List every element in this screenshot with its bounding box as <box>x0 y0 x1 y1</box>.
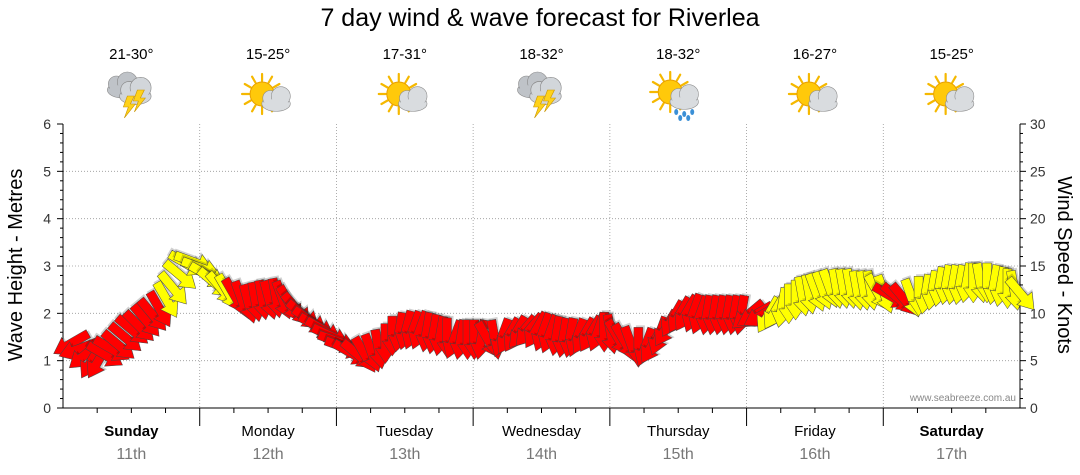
temperature-range: 16-27° <box>793 46 837 63</box>
storm-cloud-icon <box>517 71 562 119</box>
temperature-range: 17-31° <box>383 46 427 63</box>
partly-cloudy-icon <box>377 72 428 116</box>
rain-drop <box>690 109 695 115</box>
temperature-range: 15-25° <box>246 46 290 63</box>
right-tick-label: 25 <box>1030 163 1046 179</box>
cloud-shape <box>808 86 838 112</box>
day-name: Friday <box>794 423 836 440</box>
day-name: Saturday <box>920 423 985 440</box>
right-tick-label: 15 <box>1030 258 1046 274</box>
left-tick-label: 6 <box>43 116 51 132</box>
rain-drop <box>686 115 691 121</box>
lightning-bolt <box>122 95 136 119</box>
cloud-shape <box>398 86 428 112</box>
rain-drop <box>674 109 679 115</box>
day-name: Wednesday <box>502 423 581 440</box>
day-name: Thursday <box>647 423 710 440</box>
lightning-bolt <box>533 95 547 119</box>
temperature-range: 21-30° <box>109 46 153 63</box>
temperature-range: 15-25° <box>929 46 973 63</box>
storm-cloud-icon <box>107 71 152 119</box>
credit-text: www.seabreeze.com.au <box>909 393 1016 404</box>
right-tick-label: 30 <box>1030 116 1046 132</box>
day-name: Tuesday <box>376 423 433 440</box>
day-labels: Sunday 11th Monday 12th Tuesday 13th Wednesday… <box>104 423 984 463</box>
wind-arrows <box>53 247 1035 379</box>
cloud-shape <box>669 84 699 110</box>
temperature-range: 18-32° <box>656 46 700 63</box>
wind-arrow-body <box>1004 275 1035 311</box>
day-date: 13th <box>389 446 420 463</box>
rain-drop <box>682 111 687 117</box>
right-axis-label: Wind Speed - Knots <box>1053 176 1075 354</box>
day-date: 12th <box>253 446 284 463</box>
day-name: Sunday <box>104 423 159 440</box>
cloud-shape <box>261 86 291 112</box>
partly-cloudy-icon <box>240 72 291 116</box>
chart-title: 7 day wind & wave forecast for Riverlea <box>320 4 760 32</box>
grid-lines <box>63 124 1020 408</box>
left-tick-label: 2 <box>43 305 51 321</box>
day-date: 14th <box>526 446 557 463</box>
cloud-shape <box>945 86 975 112</box>
day-date: 17th <box>936 446 967 463</box>
right-tick-label: 5 <box>1030 353 1038 369</box>
weather-row: 21-30° 15-25° 17-31° 18-32° 18-32° 16-27° 15-2… <box>107 46 975 121</box>
left-tick-label: 4 <box>43 211 51 227</box>
left-tick-label: 5 <box>43 163 51 179</box>
left-tick-label: 3 <box>43 258 51 274</box>
day-name: Monday <box>241 423 295 440</box>
left-tick-label: 0 <box>43 400 51 416</box>
wind-arrow <box>1004 273 1035 311</box>
left-axis-label: Wave Height - Metres <box>5 169 27 362</box>
partly-cloudy-icon <box>787 72 838 116</box>
day-date: 11th <box>116 446 146 463</box>
lightning-bolt <box>543 89 557 113</box>
temperature-range: 18-32° <box>519 46 563 63</box>
left-tick-label: 1 <box>43 353 51 369</box>
partly-cloudy-icon <box>924 72 975 116</box>
day-date: 15th <box>663 446 694 463</box>
right-tick-label: 0 <box>1030 400 1038 416</box>
right-tick-label: 20 <box>1030 211 1046 227</box>
sun-rain-icon <box>649 70 699 121</box>
left-axis-ticks: 0 1 2 3 4 5 6 <box>43 116 63 416</box>
lightning-bolt <box>132 89 146 113</box>
rain-drop <box>678 115 683 121</box>
day-date: 16th <box>799 446 830 463</box>
